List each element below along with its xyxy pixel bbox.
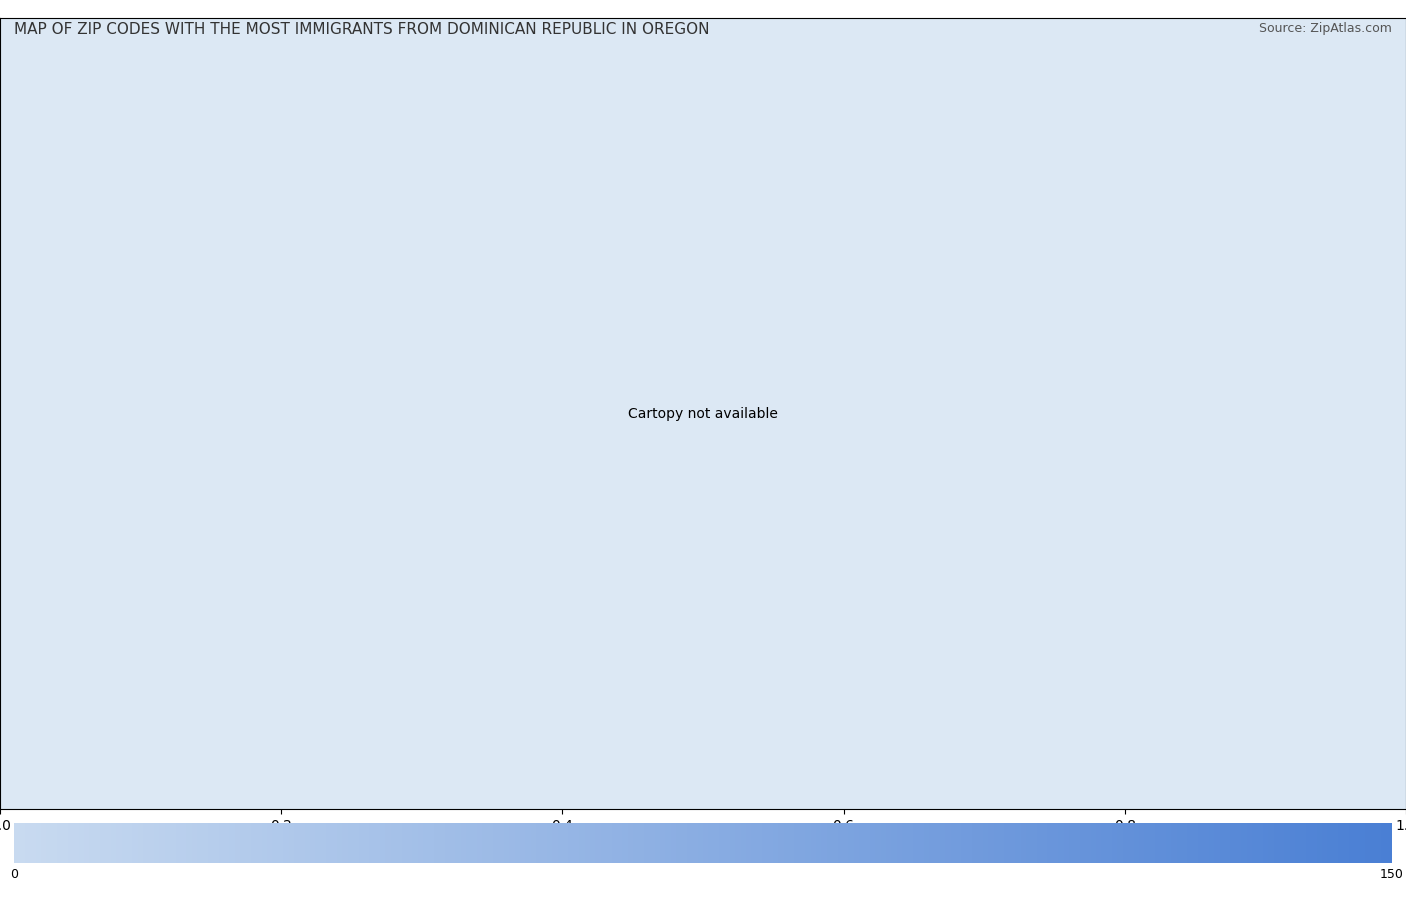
- Text: Source: ZipAtlas.com: Source: ZipAtlas.com: [1258, 22, 1392, 35]
- Text: MAP OF ZIP CODES WITH THE MOST IMMIGRANTS FROM DOMINICAN REPUBLIC IN OREGON: MAP OF ZIP CODES WITH THE MOST IMMIGRANT…: [14, 22, 710, 38]
- Text: Cartopy not available: Cartopy not available: [628, 406, 778, 421]
